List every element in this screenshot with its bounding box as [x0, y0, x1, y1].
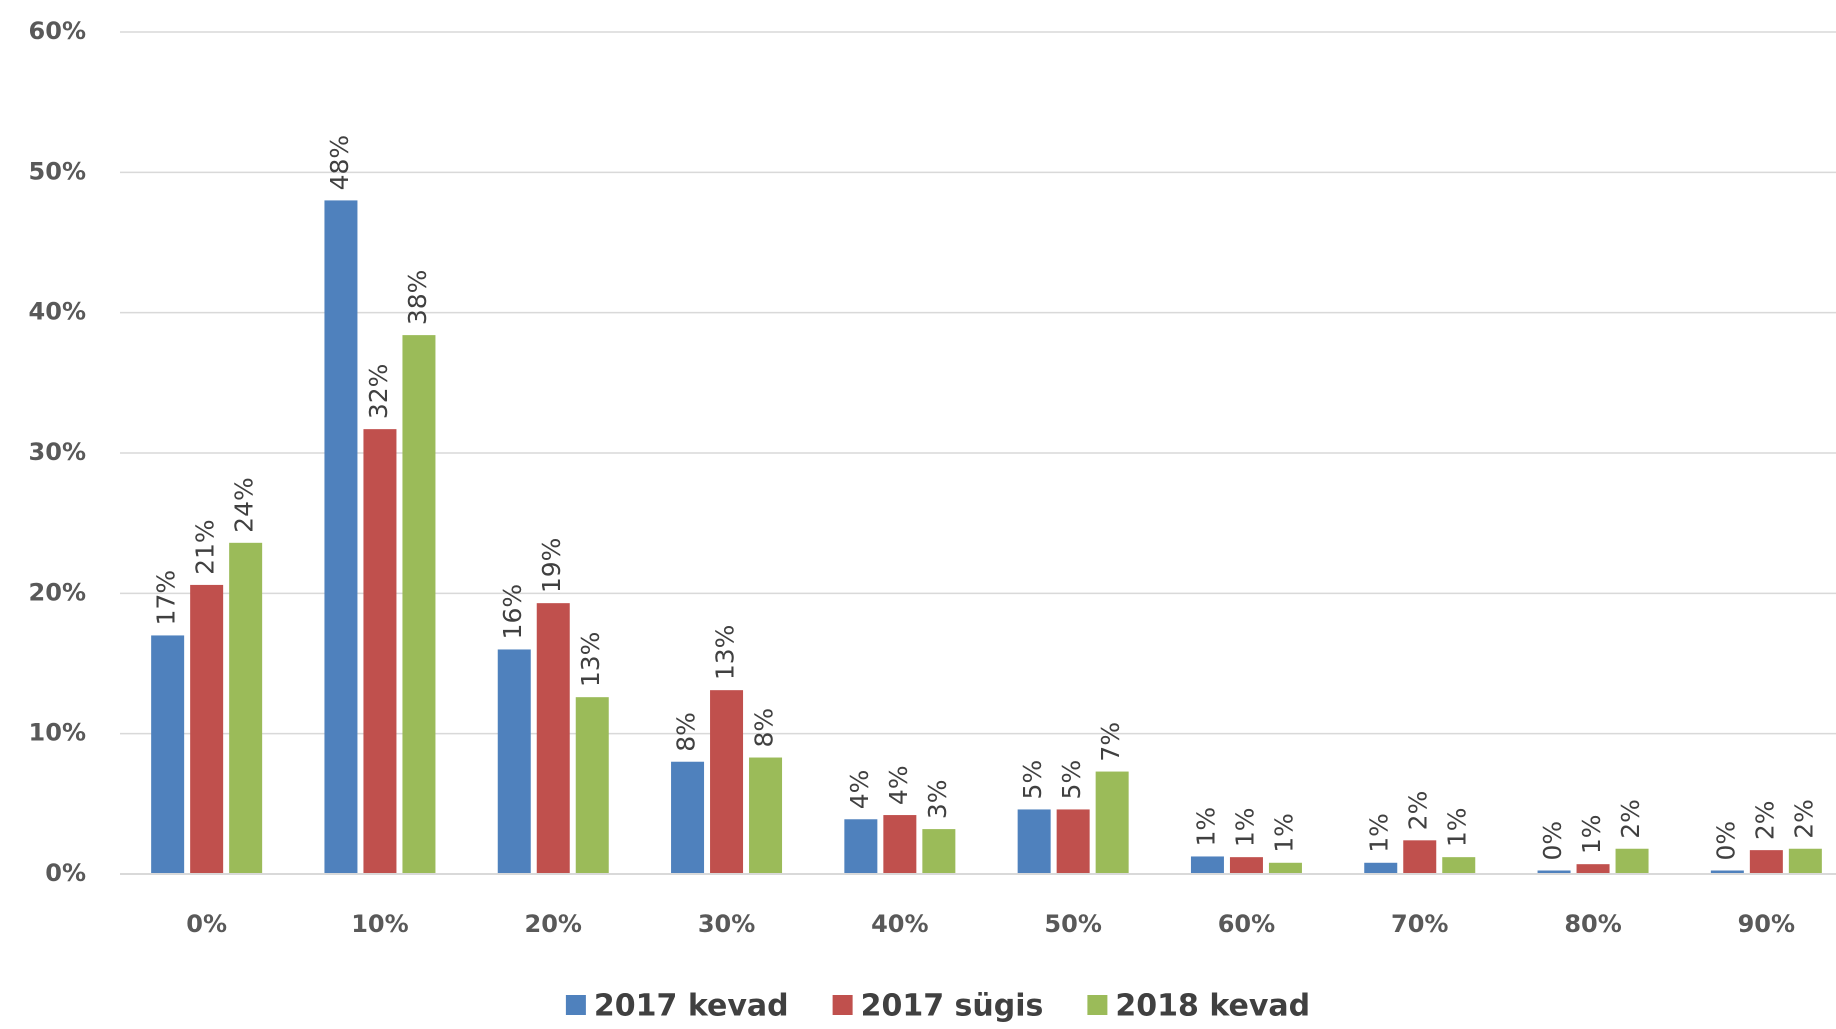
y-tick-label: 60% — [29, 17, 86, 45]
x-tick-label: 30% — [698, 910, 755, 938]
value-label: 5% — [1018, 760, 1047, 800]
value-label: 1% — [1577, 815, 1606, 855]
bar — [1095, 771, 1129, 874]
x-tick-label: 80% — [1564, 910, 1621, 938]
bar — [1190, 856, 1224, 874]
value-label: 19% — [537, 538, 566, 594]
bar — [1710, 870, 1744, 874]
legend-swatch — [1087, 995, 1108, 1015]
value-label: 2% — [1404, 791, 1433, 831]
bar — [1442, 857, 1476, 874]
y-tick-label: 20% — [29, 578, 86, 606]
y-tick-label: 30% — [29, 438, 86, 466]
legend-swatch — [565, 995, 586, 1015]
value-label: 38% — [403, 270, 432, 326]
value-label: 0% — [1711, 821, 1740, 861]
bar — [1403, 840, 1437, 874]
x-tick-label: 50% — [1044, 910, 1101, 938]
bar — [1749, 850, 1783, 874]
x-tick-label: 10% — [351, 910, 408, 938]
value-label: 13% — [576, 632, 605, 688]
value-label: 24% — [230, 477, 259, 533]
x-tick-label: 90% — [1738, 910, 1795, 938]
x-tick-label: 20% — [525, 910, 582, 938]
value-label: 0% — [1538, 821, 1567, 861]
legend-swatch — [832, 995, 853, 1015]
bar — [710, 690, 744, 874]
bar — [363, 429, 397, 874]
bar — [536, 603, 570, 874]
legend-label: 2017 kevad — [594, 989, 789, 1024]
value-label: 8% — [672, 712, 701, 752]
value-label: 4% — [845, 770, 874, 810]
bar — [575, 697, 609, 874]
legend: 2017 kevad 2017 sügis 2018 kevad — [565, 989, 1310, 1024]
value-label: 2% — [1789, 799, 1818, 839]
x-tick-label: 60% — [1218, 910, 1275, 938]
y-tick-label: 40% — [29, 298, 86, 326]
x-tick-label: 0% — [186, 910, 227, 938]
value-label: 1% — [1365, 813, 1394, 853]
value-label: 1% — [1269, 813, 1298, 853]
y-tick-label: 50% — [29, 157, 86, 185]
x-tick-label: 40% — [871, 910, 928, 938]
value-label: 21% — [191, 519, 220, 575]
bar — [1576, 864, 1610, 874]
bar — [883, 815, 917, 874]
bar — [229, 542, 263, 874]
bar — [1615, 848, 1649, 874]
value-label: 2% — [1616, 799, 1645, 839]
value-label: 4% — [884, 765, 913, 805]
value-label: 5% — [1057, 760, 1086, 800]
y-tick-label: 10% — [29, 719, 86, 747]
bar — [190, 584, 224, 874]
bar — [151, 635, 185, 874]
value-label: 32% — [364, 364, 393, 420]
bar — [1017, 809, 1051, 874]
value-label: 8% — [750, 708, 779, 748]
value-label: 1% — [1230, 807, 1259, 847]
value-label: 3% — [923, 779, 952, 819]
bar — [1268, 862, 1302, 874]
bar — [1364, 862, 1398, 874]
x-tick-label: 70% — [1391, 910, 1448, 938]
value-label: 2% — [1750, 800, 1779, 840]
bar — [1537, 870, 1571, 874]
value-label: 48% — [325, 135, 354, 191]
bar — [844, 819, 878, 874]
value-label: 16% — [498, 584, 527, 640]
bar — [1229, 857, 1263, 874]
bar — [1788, 848, 1822, 874]
bar — [1056, 809, 1090, 874]
y-tick-label: 0% — [45, 859, 86, 887]
bar — [324, 200, 358, 874]
value-label: 17% — [152, 570, 181, 626]
legend-label: 2018 kevad — [1115, 989, 1310, 1024]
legend-label: 2017 sügis — [861, 989, 1044, 1024]
bar — [497, 649, 531, 874]
value-label: 7% — [1096, 722, 1125, 762]
value-label: 13% — [711, 625, 740, 681]
bar — [922, 829, 956, 874]
value-label: 1% — [1443, 807, 1472, 847]
bar — [402, 335, 436, 874]
bar — [671, 761, 705, 874]
value-label: 1% — [1191, 807, 1220, 847]
bar — [749, 757, 783, 874]
